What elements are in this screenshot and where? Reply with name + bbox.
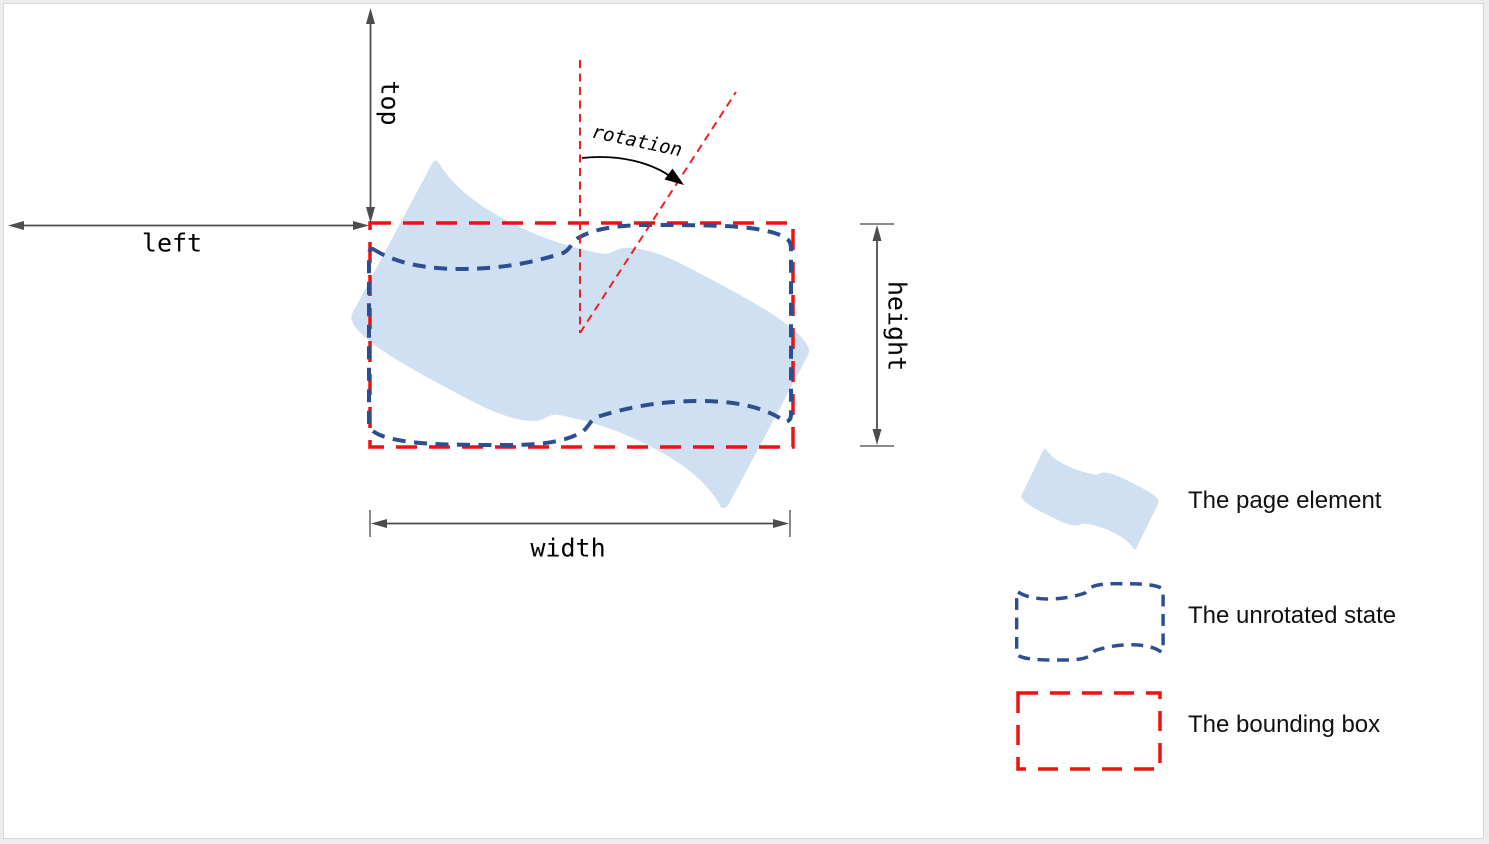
rotation-rotated-line <box>579 91 737 334</box>
top-dimension-arrow <box>366 8 375 223</box>
legend-item-unrotated-state: The unrotated state <box>1010 576 1440 666</box>
legend-item-page-element: The page element <box>1010 435 1440 567</box>
left-dimension-arrow <box>8 221 369 230</box>
rotation-arrowhead <box>664 168 684 185</box>
width-dimension-arrow <box>369 510 791 537</box>
rotation-arrow <box>581 156 675 180</box>
unrotated-state-icon <box>1015 581 1165 662</box>
legend-label-bounding-box: The bounding box <box>1188 711 1381 738</box>
height-label: height <box>882 280 912 372</box>
legend-label-unrotated-state: The unrotated state <box>1188 602 1397 629</box>
bounding-box-icon <box>1016 691 1162 771</box>
width-label: width <box>530 533 606 563</box>
bounding-box <box>368 221 795 449</box>
legend-item-bounding-box: The bounding box <box>1010 684 1440 776</box>
page-element-icon <box>1018 441 1162 557</box>
top-label: top <box>375 80 405 126</box>
legend-label-page-element: The page element <box>1188 487 1382 514</box>
height-dimension-arrow <box>860 223 894 447</box>
left-label: left <box>141 228 203 258</box>
